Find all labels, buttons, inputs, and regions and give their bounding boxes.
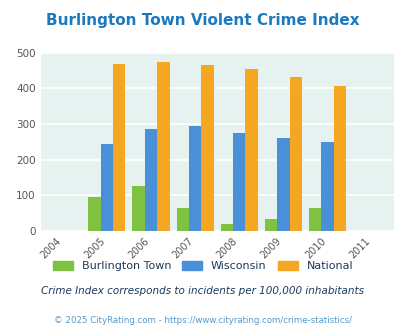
Bar bbox=[157, 62, 169, 231]
Text: Burlington Town Violent Crime Index: Burlington Town Violent Crime Index bbox=[46, 13, 359, 28]
Bar bbox=[132, 186, 145, 231]
Bar bbox=[245, 69, 257, 231]
Bar bbox=[232, 133, 245, 231]
Bar bbox=[289, 77, 301, 231]
Bar bbox=[113, 64, 125, 231]
Bar bbox=[88, 197, 100, 231]
Bar bbox=[201, 65, 213, 231]
Bar bbox=[277, 138, 289, 231]
Bar bbox=[100, 144, 113, 231]
Text: Crime Index corresponds to incidents per 100,000 inhabitants: Crime Index corresponds to incidents per… bbox=[41, 286, 364, 296]
Bar bbox=[321, 142, 333, 231]
Text: © 2025 CityRating.com - https://www.cityrating.com/crime-statistics/: © 2025 CityRating.com - https://www.city… bbox=[54, 316, 351, 325]
Bar bbox=[333, 86, 345, 231]
Bar bbox=[308, 208, 321, 231]
Bar bbox=[188, 126, 201, 231]
Bar bbox=[264, 218, 277, 231]
Bar bbox=[220, 224, 232, 231]
Bar bbox=[176, 208, 188, 231]
Bar bbox=[145, 129, 157, 231]
Legend: Burlington Town, Wisconsin, National: Burlington Town, Wisconsin, National bbox=[48, 256, 357, 276]
